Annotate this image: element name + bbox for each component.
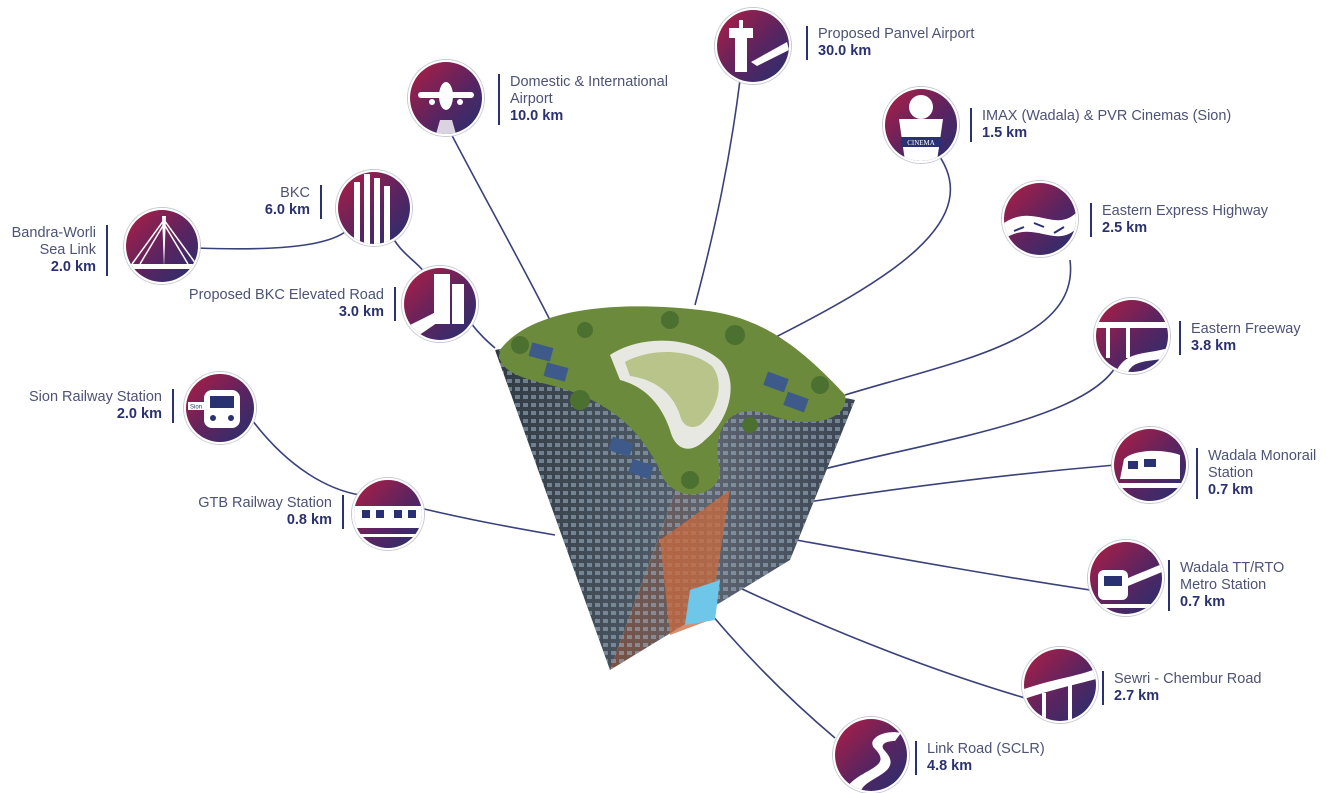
freeway-bridge-icon: [1094, 298, 1170, 374]
monorail-icon: [1112, 427, 1188, 503]
location-distance: 2.0 km: [50, 259, 96, 275]
location-distance: 2.5 km: [1102, 220, 1148, 236]
location-distance: 3.8 km: [1191, 338, 1237, 354]
label-sea-link: Bandra-Worli Sea Link 2.0 km: [12, 225, 108, 276]
connector-domestic-airport: [444, 121, 556, 331]
location-name: IMAX (Wadala) & PVR Cinemas (Sion): [982, 108, 1232, 124]
location-name: Link Road (SCLR): [927, 741, 1045, 757]
connector-imax: [759, 149, 952, 346]
location-distance: 2.0 km: [116, 406, 162, 422]
connector-eastern-freeway: [819, 367, 1116, 471]
location-name: Domestic & International Airport: [510, 74, 668, 107]
connector-link-road: [711, 614, 836, 739]
skyscraper-icon: [336, 170, 412, 246]
location-distance: 2.7 km: [1114, 688, 1160, 704]
cinema-icon: CINEMA: [883, 87, 959, 163]
location-distance: 6.0 km: [264, 202, 310, 218]
flyover-road-icon: [1022, 647, 1098, 723]
label-domestic-airport: Domestic & International Airport 10.0 km: [498, 74, 668, 125]
label-eastern-express-highway: Eastern Express Highway 2.5 km: [1090, 203, 1268, 237]
airplane-icon: [408, 60, 484, 136]
cinema-sign-text: CINEMA: [907, 139, 935, 147]
location-name: Proposed BKC Elevated Road: [188, 287, 384, 303]
location-name: Wadala Monorail Station: [1208, 448, 1317, 481]
location-distance: 1.5 km: [982, 125, 1028, 141]
location-distance: 0.8 km: [286, 512, 332, 528]
location-name: Proposed Panvel Airport: [818, 26, 975, 42]
label-bkc: BKC 6.0 km: [265, 185, 322, 219]
location-name: Sewri - Chembur Road: [1114, 671, 1262, 687]
location-name: Eastern Express Highway: [1102, 203, 1269, 219]
connector-sewri: [739, 587, 1026, 699]
label-eastern-freeway: Eastern Freeway 3.8 km: [1179, 321, 1301, 355]
location-distance: 30.0 km: [818, 43, 872, 59]
location-distance: 10.0 km: [510, 108, 564, 124]
label-link-road: Link Road (SCLR) 4.8 km: [915, 741, 1045, 775]
location-name: GTB Railway Station: [198, 495, 332, 511]
label-imax-pvr: IMAX (Wadala) & PVR Cinemas (Sion) 1.5 k…: [970, 108, 1231, 142]
location-name: Wadala TT/RTO Metro Station: [1180, 560, 1285, 593]
label-gtb-station: GTB Railway Station 0.8 km: [198, 495, 344, 529]
location-name: Sion Railway Station: [29, 389, 162, 405]
connector-bkc-elevated: [469, 321, 496, 349]
location-name: Bandra-Worli Sea Link: [11, 225, 96, 258]
label-wadala-monorail: Wadala Monorail Station 0.7 km: [1196, 448, 1316, 499]
location-name: BKC: [280, 185, 310, 201]
label-bkc-elevated: Proposed BKC Elevated Road 3.0 km: [189, 287, 396, 321]
connector-metro: [784, 537, 1091, 591]
cable-bridge-icon: [124, 208, 200, 284]
location-distance: 4.8 km: [927, 758, 973, 774]
train-front-icon: Sion: [184, 372, 256, 444]
metro-train-icon: [1088, 540, 1164, 616]
label-panvel-airport: Proposed Panvel Airport 30.0 km: [806, 26, 974, 60]
building-illustration: [495, 306, 855, 670]
connector-gtb: [419, 507, 556, 536]
location-name: Eastern Freeway: [1191, 321, 1301, 337]
connector-eastern-express: [844, 259, 1072, 396]
connector-sion: [251, 419, 361, 496]
winding-road-icon: [833, 717, 909, 793]
local-train-icon: [352, 478, 424, 550]
label-sion-station: Sion Railway Station 2.0 km: [29, 389, 174, 423]
connector-panvel-airport: [694, 79, 741, 306]
control-tower-icon: [715, 8, 791, 84]
location-distance: 3.0 km: [338, 304, 384, 320]
label-wadala-metro: Wadala TT/RTO Metro Station 0.7 km: [1168, 560, 1284, 611]
highway-icon: [1002, 181, 1078, 257]
elevated-road-icon: [402, 266, 478, 342]
sion-badge: Sion: [190, 405, 202, 411]
label-sewri-chembur: Sewri - Chembur Road 2.7 km: [1102, 671, 1261, 705]
location-distance: 0.7 km: [1180, 594, 1226, 610]
connector-monorail: [807, 464, 1116, 503]
connector-sealink: [195, 231, 346, 250]
location-distance: 0.7 km: [1208, 482, 1254, 498]
